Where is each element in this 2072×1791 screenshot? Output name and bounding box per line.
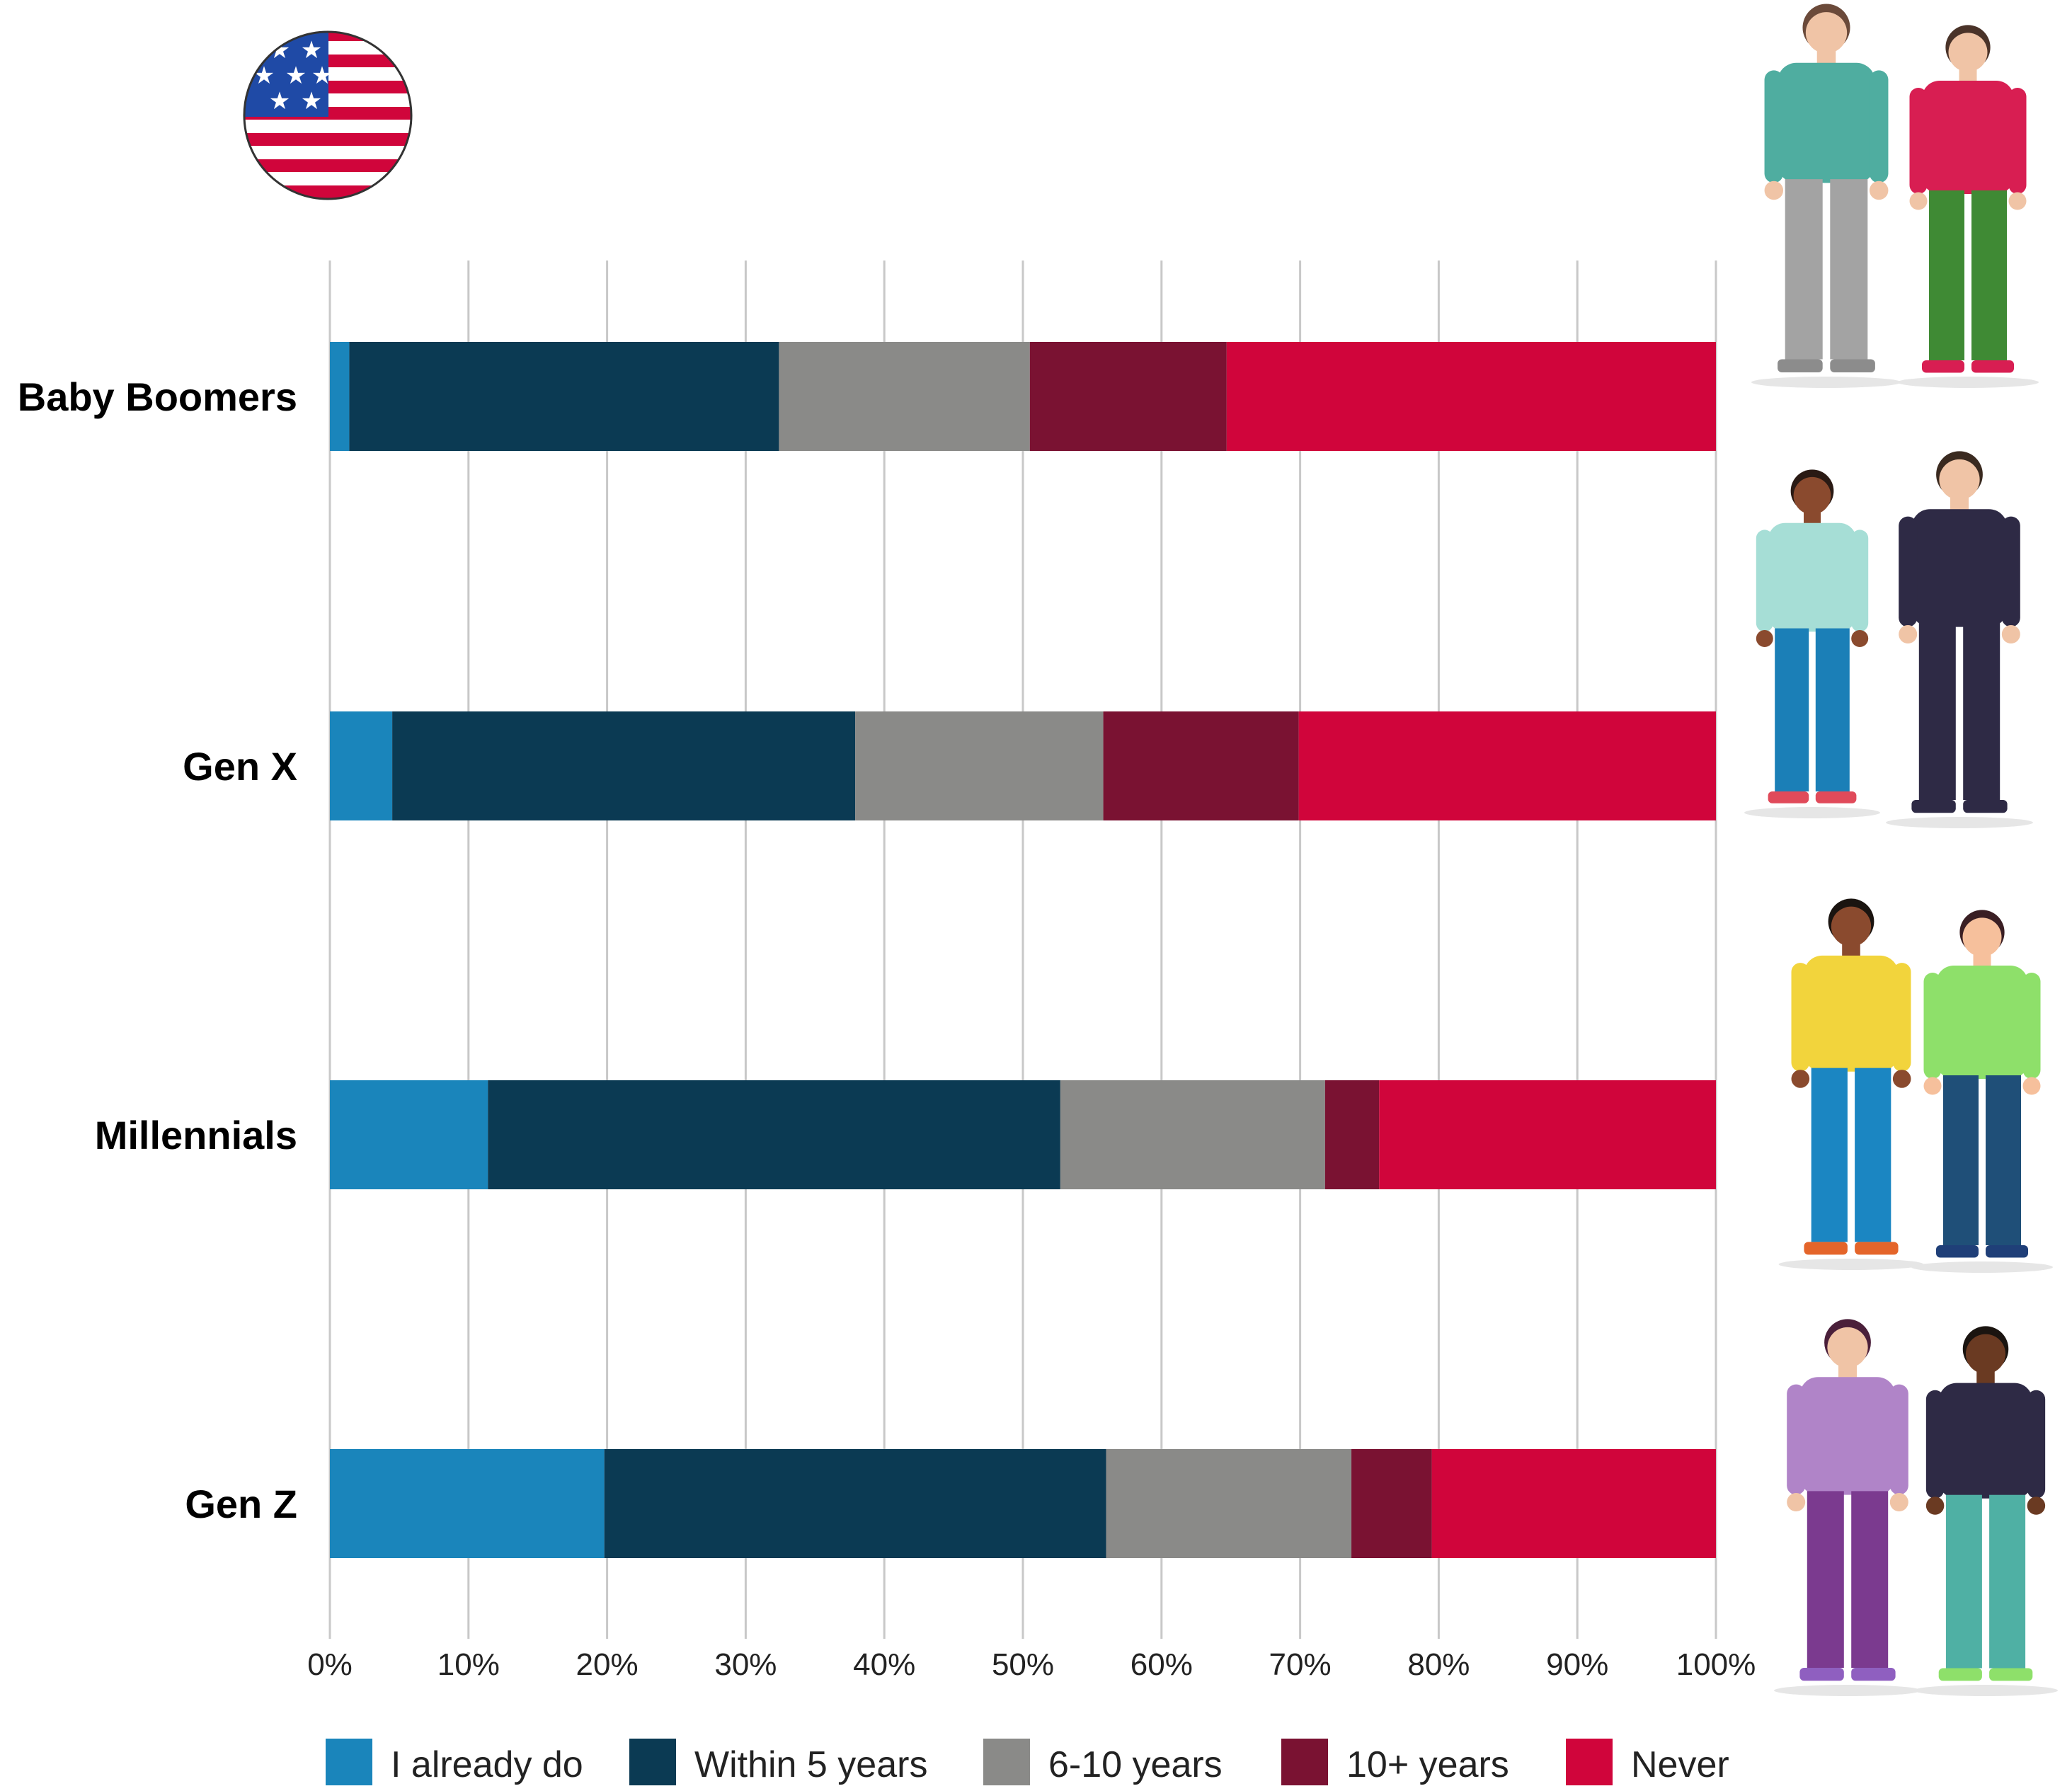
bar-segment <box>1106 1449 1352 1558</box>
category-label: Gen Z <box>185 1482 297 1526</box>
bar-segment <box>604 1449 1106 1558</box>
bar-segment <box>330 1449 605 1558</box>
bar-segment <box>488 1080 1060 1189</box>
svg-text:★: ★ <box>269 87 290 115</box>
flag-border <box>243 30 413 200</box>
x-tick-label: 40% <box>853 1647 915 1682</box>
bar-segment <box>1226 342 1716 451</box>
gen-x-woman-figure <box>1744 469 1880 818</box>
baby-boomer-woman-figure <box>1897 25 2039 388</box>
bar-segment <box>330 1080 488 1189</box>
millennial-man-figure <box>1778 898 1924 1270</box>
legend-label: Within 5 years <box>694 1744 927 1785</box>
x-tick-label: 90% <box>1546 1647 1608 1682</box>
x-tick-label: 50% <box>992 1647 1054 1682</box>
svg-text:★: ★ <box>301 36 322 64</box>
x-tick-label: 10% <box>437 1647 500 1682</box>
x-axis-ticks: 0% 10% 20% 30% 40% 50% 60% 70% 80% 90% 100% <box>307 1647 1756 1682</box>
category-label: Baby Boomers <box>18 374 297 419</box>
bar-segment <box>392 711 856 820</box>
bar-segment <box>349 342 779 451</box>
legend-label: I already do <box>391 1744 583 1785</box>
people-illustrations <box>1744 4 2058 1696</box>
bar-segment <box>779 342 1030 451</box>
legend-swatch <box>326 1739 372 1785</box>
svg-text:★: ★ <box>269 36 290 64</box>
millennial-woman-figure <box>1911 910 2053 1273</box>
legend-swatch <box>983 1739 1030 1785</box>
x-tick-label: 0% <box>307 1647 353 1682</box>
x-tick-label: 70% <box>1269 1647 1332 1682</box>
svg-text:★: ★ <box>253 62 275 90</box>
x-tick-label: 20% <box>576 1647 639 1682</box>
gen-z-man-figure <box>1913 1326 2058 1696</box>
category-label: Gen X <box>183 744 297 789</box>
svg-text:★: ★ <box>301 87 322 115</box>
bars <box>330 342 1716 1558</box>
legend-swatch <box>1566 1739 1613 1785</box>
category-labels: Baby Boomers Gen X Millennials Gen Z <box>18 374 297 1526</box>
x-tick-label: 100% <box>1676 1647 1756 1682</box>
bar-segment <box>1379 1080 1716 1189</box>
gridlines <box>328 261 1717 1639</box>
bar-segment <box>1351 1449 1432 1558</box>
bar-segment <box>1298 711 1716 820</box>
bar-segment <box>330 342 350 451</box>
legend-swatch <box>1281 1739 1328 1785</box>
legend: I already do Within 5 years 6-10 years 10+ … <box>326 1739 1729 1785</box>
x-tick-label: 30% <box>714 1647 777 1682</box>
legend-label: 10+ years <box>1346 1744 1509 1785</box>
legend-label: Never <box>1631 1744 1729 1785</box>
bar-segment <box>855 711 1104 820</box>
bar-segment <box>330 711 393 820</box>
bar-segment <box>1029 342 1227 451</box>
svg-text:★: ★ <box>311 62 333 90</box>
gen-x-man-figure <box>1886 451 2033 828</box>
svg-text:★: ★ <box>285 62 307 90</box>
us-flag-icon: ★ ★ ★ ★ ★ ★ ★ <box>244 32 411 199</box>
legend-label: 6-10 years <box>1048 1744 1223 1785</box>
legend-swatch <box>629 1739 676 1785</box>
bar-segment <box>1324 1080 1380 1189</box>
category-label: Millennials <box>95 1113 297 1157</box>
baby-boomer-man-figure <box>1751 4 1901 388</box>
bar-segment <box>1431 1449 1716 1558</box>
x-tick-label: 80% <box>1407 1647 1470 1682</box>
gen-z-woman-figure <box>1774 1319 1921 1696</box>
bar-segment <box>1060 1080 1325 1189</box>
x-tick-label: 60% <box>1131 1647 1193 1682</box>
bar-segment <box>1103 711 1299 820</box>
